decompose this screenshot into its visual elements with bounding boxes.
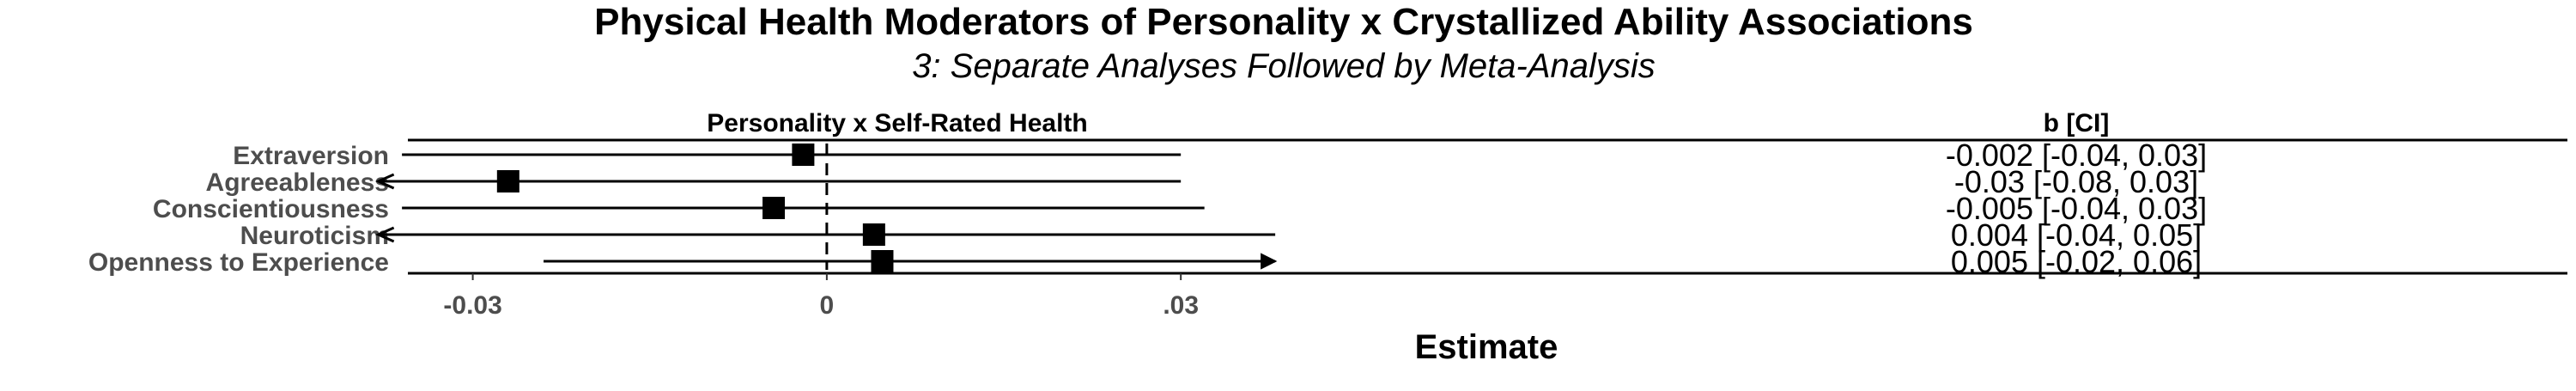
ci-arrow-low (374, 226, 395, 243)
row-label: Agreeableness (206, 168, 389, 197)
point-estimate (792, 144, 815, 166)
x-tick-label: 0 (820, 291, 835, 320)
ci-arrow-low (374, 173, 395, 190)
ci-text: -0.03 [-0.08, 0.03] (1954, 164, 2198, 199)
table-header: b [CI] (2044, 109, 2110, 137)
point-estimate (496, 170, 519, 192)
point-estimate (762, 197, 786, 219)
panel-title: Personality x Self-Rated Health (707, 109, 1087, 137)
ci-text: -0.002 [-0.04, 0.03] (1946, 137, 2207, 173)
x-tick-label: .03 (1163, 291, 1199, 320)
ci-text: 0.005 [-0.02, 0.06] (1951, 244, 2202, 279)
ci-text: -0.005 [-0.04, 0.03] (1946, 191, 2207, 226)
chart-marks: -0.03 0 .03 Extraversion -0.002 [-0.04, 0.03… (88, 137, 2207, 320)
x-axis-label: Estimate (1415, 328, 1558, 366)
chart-title: Physical Health Moderators of Personalit… (594, 1, 1973, 43)
point-estimate (871, 250, 894, 272)
ci-arrow-high (1261, 253, 1278, 270)
chart-subtitle: 3: Separate Analyses Followed by Meta-An… (912, 47, 1656, 85)
point-estimate (862, 223, 885, 246)
row-label: Openness to Experience (88, 248, 389, 277)
ci-text: 0.004 [-0.04, 0.05] (1951, 217, 2202, 253)
row-label: Conscientiousness (153, 195, 389, 223)
x-tick-label: -0.03 (443, 291, 501, 320)
row-label: Extraversion (233, 142, 389, 170)
row-label: Neuroticism (240, 222, 389, 250)
